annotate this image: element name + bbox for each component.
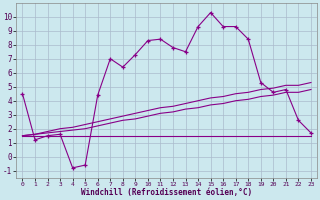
X-axis label: Windchill (Refroidissement éolien,°C): Windchill (Refroidissement éolien,°C) xyxy=(81,188,252,197)
